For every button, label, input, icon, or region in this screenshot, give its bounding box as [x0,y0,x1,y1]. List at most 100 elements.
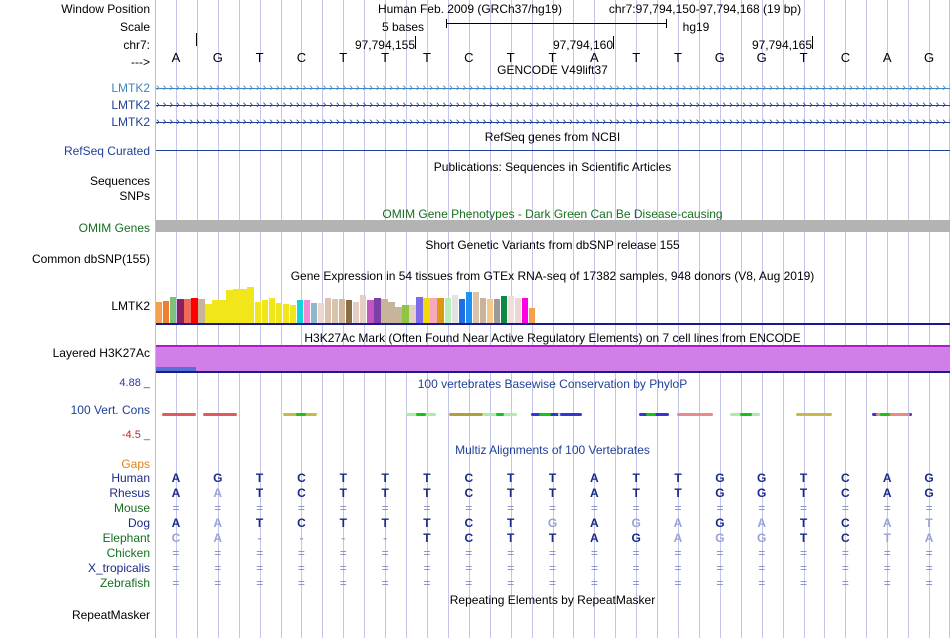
gene-track-row-0[interactable]: ››››››››››››››››››››››››››››››››››››››››… [156,82,950,94]
sequence-base: G [212,50,223,65]
alignment-base: T [799,471,808,485]
species-label-dog[interactable]: Dog [127,516,150,530]
gtex-tissue-bar[interactable] [353,302,360,323]
alignment-base: C [841,471,850,485]
cons-min-label: -4.5 _ [121,429,150,441]
species-label-mouse[interactable]: Mouse [113,501,150,515]
gtex-tissue-bar[interactable] [486,299,494,323]
label-layered-h3k27ac[interactable]: Layered H3K27Ac [52,346,150,360]
title-refseq: RefSeq genes from NCBI [484,130,621,144]
omim-genes-band[interactable] [156,220,950,232]
species-label-zebrafish[interactable]: Zebrafish [99,576,150,590]
gtex-tissue-bar[interactable] [500,296,508,323]
conservation-peak [203,413,237,416]
h3k27ac-signal-band[interactable] [156,347,950,371]
gtex-tissue-bar[interactable] [346,300,353,323]
gtex-tissue-bar[interactable] [521,298,529,323]
gtex-tissue-bar[interactable] [219,300,226,323]
gene-label-0[interactable]: LMTK2 [111,81,150,95]
gtex-tissue-bar[interactable] [240,289,247,323]
gtex-tissue-bar[interactable] [395,307,402,323]
species-label-chicken[interactable]: Chicken [106,546,150,560]
gtex-tissue-bar[interactable] [472,292,480,323]
gtex-tissue-bar[interactable] [331,299,339,323]
alignment-base: = [925,561,933,575]
alignment-base: - [383,531,388,545]
gtex-tissue-bar[interactable] [317,303,325,323]
gtex-tissue-bar[interactable] [444,298,451,323]
gtex-tissue-bar[interactable] [296,300,304,323]
label-sequences[interactable]: Sequences [89,174,150,188]
gtex-tissue-bar[interactable] [416,297,423,323]
label-omim-genes[interactable]: OMIM Genes [78,221,150,235]
gtex-tissue-bar[interactable] [374,298,381,323]
gtex-expression-barchart[interactable] [156,285,536,323]
gtex-tissue-bar[interactable] [381,299,388,323]
label-100-vert-cons[interactable]: 100 Vert. Cons [70,403,150,417]
gtex-tissue-bar[interactable] [409,305,416,323]
gtex-tissue-bar[interactable] [388,302,395,323]
gtex-tissue-bar[interactable] [437,298,444,323]
gtex-tissue-bar[interactable] [451,295,458,323]
species-label-x_tropicalis[interactable]: X_tropicalis [87,561,150,575]
gtex-tissue-bar[interactable] [423,298,430,323]
gtex-tissue-bar[interactable] [430,298,437,323]
gtex-tissue-bar[interactable] [254,302,261,323]
gtex-tissue-bar[interactable] [338,299,346,323]
species-label-rhesus[interactable]: Rhesus [109,486,150,500]
gtex-tissue-bar[interactable] [514,298,522,323]
gtex-tissue-bar[interactable] [163,301,170,323]
conservation-peak [539,413,551,416]
gene-label-2[interactable]: LMTK2 [111,115,150,129]
gtex-tissue-bar[interactable] [198,299,205,323]
gtex-tissue-bar[interactable] [170,297,177,323]
gtex-tissue-bar[interactable] [247,287,254,323]
alignment-base: - [341,531,346,545]
label-repeatmasker[interactable]: RepeatMasker [71,608,150,622]
species-label-human[interactable]: Human [111,471,150,485]
gtex-tissue-bar[interactable] [275,303,283,323]
gtex-tissue-bar[interactable] [226,290,233,323]
label-snps[interactable]: SNPs [119,189,150,203]
label-refseq-curated[interactable]: RefSeq Curated [63,144,150,158]
gtex-tissue-bar[interactable] [212,300,219,323]
label-chrom: chr7: [123,38,150,52]
gtex-tissue-bar[interactable] [184,299,191,323]
alignment-base: T [339,486,347,500]
phylop-conservation-plot[interactable] [156,388,950,440]
gtex-tissue-bar[interactable] [367,300,374,323]
gtex-tissue-bar[interactable] [360,295,367,323]
gtex-tissue-bar[interactable] [282,304,290,323]
gene-track-row-2[interactable]: ››››››››››››››››››››››››››››››››››››››››… [156,116,950,128]
gtex-tissue-bar[interactable] [233,289,240,323]
gtex-tissue-bar[interactable] [289,305,297,323]
alignment-base: = [297,561,305,575]
alignment-base: = [632,501,640,515]
gene-label-1[interactable]: LMTK2 [111,98,150,112]
label-common-dbsnp[interactable]: Common dbSNP(155) [31,252,150,266]
gtex-tissue-bar[interactable] [458,299,465,323]
gtex-tissue-bar[interactable] [177,299,184,323]
gtex-tissue-bar[interactable] [261,300,268,323]
gtex-tissue-bar[interactable] [479,298,487,323]
gtex-tissue-bar[interactable] [191,298,198,323]
gtex-tissue-bar[interactable] [303,300,311,323]
gtex-tissue-bar[interactable] [465,292,473,323]
species-label-elephant[interactable]: Elephant [102,531,150,545]
gtex-tissue-bar[interactable] [507,296,515,323]
gridline [615,0,616,638]
gtex-tissue-bar[interactable] [493,299,501,323]
label-gaps[interactable]: Gaps [121,457,150,471]
gtex-tissue-bar[interactable] [205,304,212,323]
label-gtex-gene[interactable]: LMTK2 [111,299,150,313]
alignment-base: T [632,486,640,500]
alignment-base: T [255,516,264,530]
gtex-tissue-bar[interactable] [156,302,163,323]
gtex-tissue-bar[interactable] [324,298,332,323]
gtex-tissue-bar[interactable] [402,305,409,323]
gtex-tissue-bar[interactable] [528,308,536,323]
conservation-peak [646,413,656,416]
gene-track-row-1[interactable]: ››››››››››››››››››››››››››››››››››››››››… [156,99,950,111]
gtex-tissue-bar[interactable] [268,298,275,323]
gtex-tissue-bar[interactable] [310,303,318,323]
